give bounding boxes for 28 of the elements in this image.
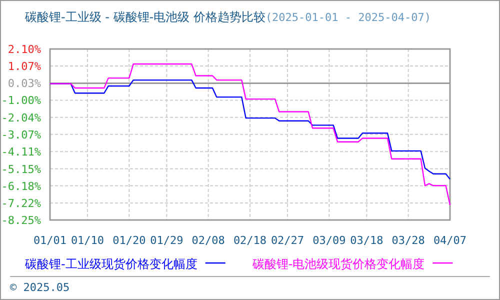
x-tick-label: 01/10 xyxy=(70,234,104,247)
x-tick-label: 01/01 xyxy=(33,234,67,247)
x-tick-label: 02/18 xyxy=(233,234,267,247)
x-tick-label: 02/27 xyxy=(270,234,304,247)
legend-label: 碳酸锂-电池级现货价格变化幅度 xyxy=(251,257,425,271)
x-tick-label: 03/28 xyxy=(392,234,425,247)
y-tick-label: -1.00% xyxy=(1,94,42,108)
x-tick-label: 03/09 xyxy=(312,234,346,247)
y-tick-label: -4.11% xyxy=(1,146,42,159)
y-tick-label: 1.07% xyxy=(8,60,42,74)
x-tick-label: 01/20 xyxy=(112,234,146,247)
legend-label: 碳酸锂-工业级现货价格变化幅度 xyxy=(24,257,198,271)
x-tick-label: 04/07 xyxy=(433,234,467,247)
x-tick-label: 02/08 xyxy=(192,234,225,247)
y-tick-label: -8.25% xyxy=(1,214,42,227)
x-tick-label: 03/18 xyxy=(350,234,384,247)
chart-subtitle: (2025-01-01 - 2025-04-07) xyxy=(265,11,432,24)
y-tick-label: -7.22% xyxy=(1,196,42,210)
x-tick-label: 01/29 xyxy=(150,234,184,247)
y-tick-label: 2.10% xyxy=(8,43,42,56)
y-tick-label: -6.18% xyxy=(1,180,42,193)
line-series xyxy=(49,63,451,206)
y-tick-label: 0.03% xyxy=(8,77,42,90)
y-tick-label: -3.07% xyxy=(1,128,42,142)
text: © 2025.05 xyxy=(10,281,70,294)
chart-title: 碳酸锂-工业级 - 碳酸锂-电池级 价格趋势比较 xyxy=(24,10,266,24)
y-tick-label: -2.04% xyxy=(1,111,42,124)
y-tick-label: -5.15% xyxy=(1,162,42,176)
